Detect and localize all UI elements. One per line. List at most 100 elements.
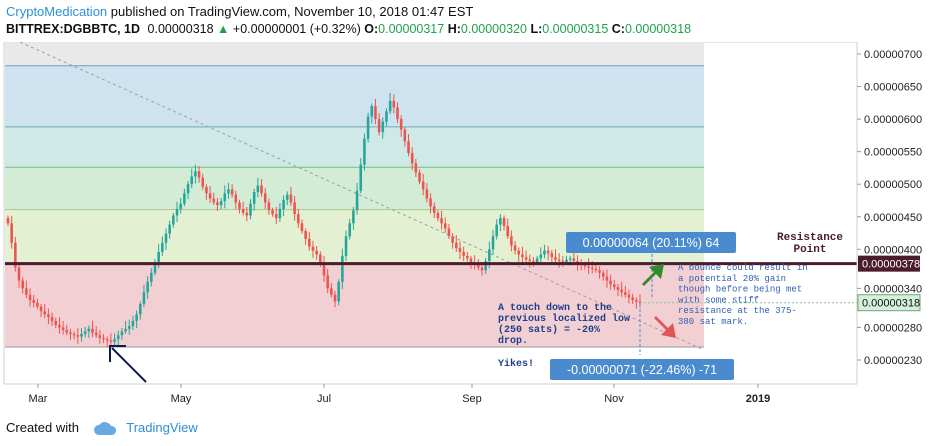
candle bbox=[285, 194, 289, 200]
touch-arrow-icon[interactable] bbox=[111, 347, 147, 383]
candle bbox=[94, 332, 98, 336]
note-line: 380 sat mark. bbox=[678, 317, 748, 327]
candle bbox=[635, 300, 638, 302]
candle bbox=[528, 259, 532, 262]
candle bbox=[127, 326, 131, 329]
candle bbox=[311, 246, 315, 251]
note-line: though before being met bbox=[678, 285, 802, 295]
yikes-note[interactable]: Yikes! bbox=[498, 358, 534, 370]
candle bbox=[304, 231, 307, 239]
resistance-price-tag bbox=[858, 255, 920, 272]
time-axis[interactable]: Mar May Jul Sep Nov 2019 bbox=[4, 383, 857, 405]
candle bbox=[631, 297, 634, 301]
candle bbox=[624, 292, 627, 295]
candle bbox=[348, 223, 352, 237]
candle bbox=[76, 335, 80, 337]
candle bbox=[98, 335, 102, 338]
candle bbox=[179, 203, 182, 209]
price-chart[interactable]: 0.00000700 0.00000650 0.00000600 0.00000550… bbox=[0, 42, 932, 412]
candle bbox=[161, 242, 164, 252]
candle bbox=[300, 223, 304, 232]
candle bbox=[510, 236, 513, 246]
candle bbox=[10, 223, 13, 243]
note-line: resistance at the 375- bbox=[678, 306, 797, 316]
candle bbox=[197, 171, 201, 178]
candle bbox=[429, 198, 432, 207]
candle bbox=[443, 223, 447, 229]
price-tick-label: 0.00000230 bbox=[864, 355, 922, 367]
candle bbox=[381, 121, 385, 133]
last-price-tag-label: 0.00000318 bbox=[862, 298, 920, 310]
candle bbox=[513, 245, 517, 251]
note-line: Point bbox=[793, 244, 826, 256]
low-label: L: bbox=[530, 22, 543, 36]
measure-down-box bbox=[550, 359, 734, 380]
candle bbox=[377, 119, 381, 133]
candle bbox=[36, 302, 39, 307]
candle bbox=[550, 253, 554, 258]
candle bbox=[594, 268, 598, 271]
candle bbox=[322, 263, 326, 276]
candle bbox=[436, 212, 440, 219]
candle bbox=[352, 210, 355, 224]
candle bbox=[341, 255, 344, 282]
note-line: Resistance bbox=[777, 232, 843, 244]
time-tick-label: Nov bbox=[604, 393, 624, 405]
candle bbox=[14, 242, 17, 268]
candle bbox=[267, 202, 271, 211]
candle bbox=[432, 206, 436, 213]
candle bbox=[25, 288, 28, 295]
candle bbox=[102, 337, 105, 340]
candle bbox=[282, 199, 285, 209]
candle bbox=[65, 330, 69, 333]
trend-line[interactable] bbox=[19, 42, 705, 351]
symbol-name: BITTREX:DGBBTC, 1D bbox=[6, 22, 141, 36]
price-tick-label: 0.00000280 bbox=[864, 322, 922, 334]
candle bbox=[157, 251, 160, 263]
candle bbox=[120, 331, 124, 336]
candle bbox=[407, 141, 410, 153]
candle bbox=[252, 192, 256, 204]
candle bbox=[43, 311, 47, 315]
candle bbox=[517, 250, 521, 255]
publish-info: published on TradingView.com, November 1… bbox=[107, 4, 474, 19]
candle bbox=[326, 275, 329, 289]
candle bbox=[374, 106, 377, 120]
author-link[interactable]: CryptoMedication bbox=[6, 4, 108, 19]
low-value: 0.00000315 bbox=[542, 22, 609, 36]
candle bbox=[484, 261, 487, 271]
candle bbox=[142, 292, 146, 305]
candle bbox=[32, 300, 36, 303]
fib-retracement[interactable] bbox=[5, 43, 704, 348]
candle bbox=[363, 138, 366, 165]
candle bbox=[208, 193, 212, 199]
footer: Created with TradingView bbox=[6, 420, 198, 436]
candle bbox=[168, 224, 171, 234]
candle bbox=[480, 267, 484, 271]
candle bbox=[28, 294, 32, 301]
candle bbox=[190, 176, 194, 185]
high-value: 0.00000320 bbox=[460, 22, 527, 36]
price-tick-label: 0.00000340 bbox=[864, 283, 922, 295]
candle bbox=[212, 198, 216, 203]
price-axis[interactable]: 0.00000700 0.00000650 0.00000600 0.00000550… bbox=[857, 49, 922, 367]
candle bbox=[554, 257, 557, 260]
fib-band-top bbox=[5, 43, 704, 66]
candle bbox=[366, 116, 370, 139]
candle bbox=[440, 218, 443, 224]
bounce-note[interactable]: A bounce could result ina potential 20% … bbox=[678, 263, 808, 327]
candle bbox=[39, 306, 43, 312]
candle bbox=[116, 335, 120, 340]
candle bbox=[627, 294, 631, 298]
candle bbox=[146, 281, 149, 293]
high-label: H: bbox=[447, 22, 461, 36]
note-line: previous localized low bbox=[498, 313, 630, 325]
resistance-price-tag-label: 0.00000378 bbox=[862, 259, 920, 271]
time-tick-label: Jul bbox=[317, 393, 331, 405]
candle bbox=[458, 248, 462, 252]
fib-band bbox=[5, 65, 704, 127]
tradingview-link[interactable]: TradingView bbox=[126, 420, 198, 435]
candle bbox=[21, 280, 24, 289]
